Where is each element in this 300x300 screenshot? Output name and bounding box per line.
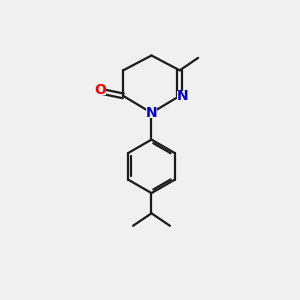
Text: N: N [146, 106, 157, 120]
Text: N: N [176, 89, 188, 103]
Bar [146, 108, 157, 118]
Text: O: O [94, 83, 106, 97]
Bar [177, 91, 187, 101]
Bar [95, 85, 106, 95]
